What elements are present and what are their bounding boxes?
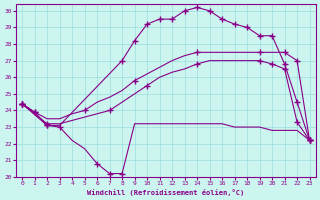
- X-axis label: Windchill (Refroidissement éolien,°C): Windchill (Refroidissement éolien,°C): [87, 189, 244, 196]
